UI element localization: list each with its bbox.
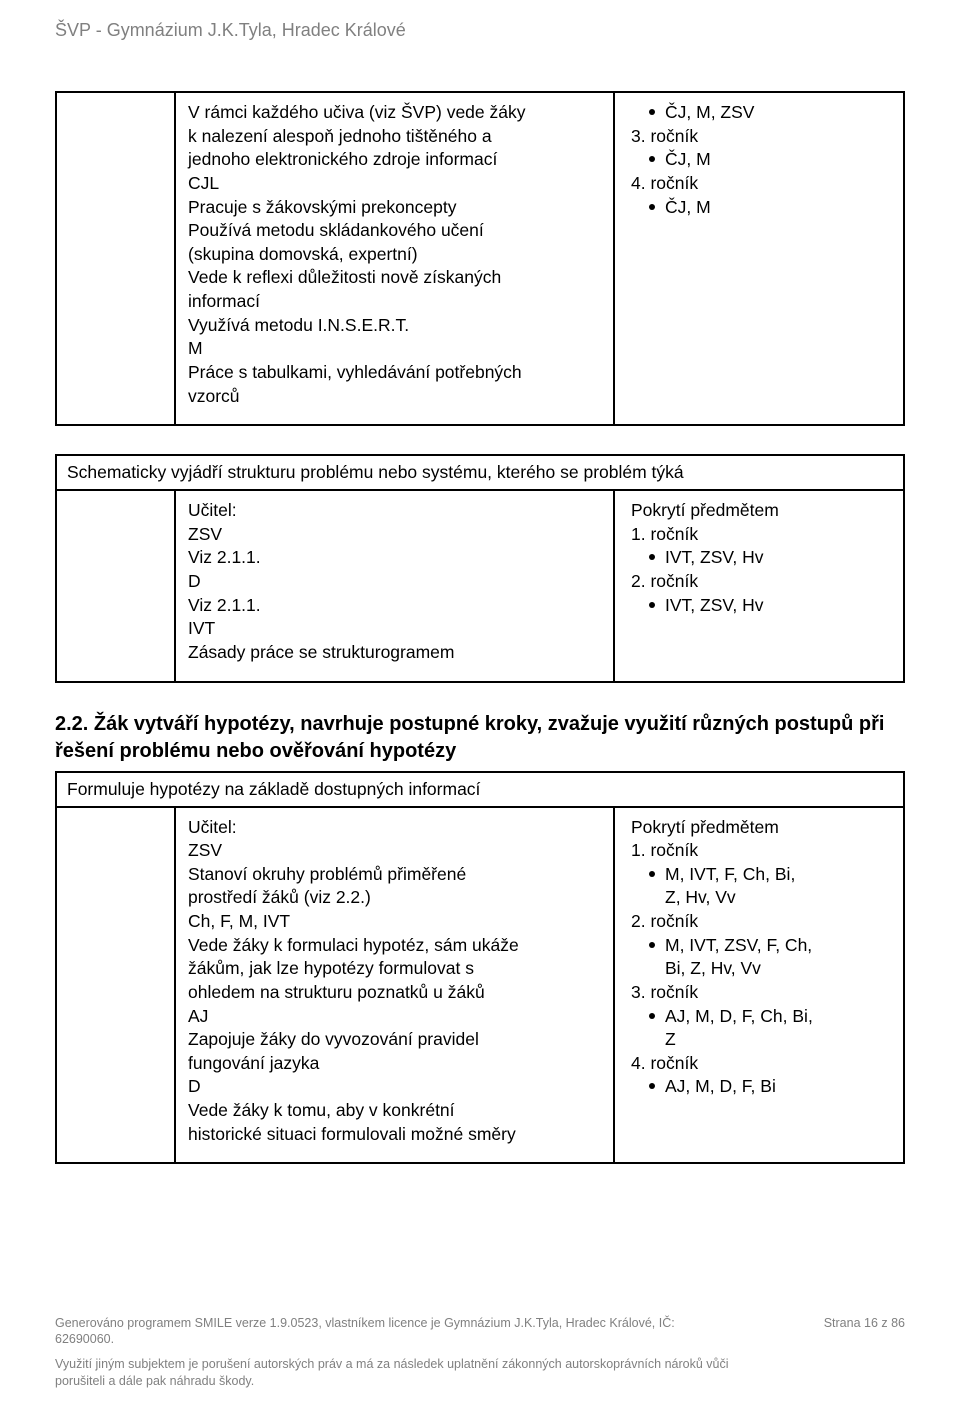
bullet-icon [649, 942, 655, 948]
text-line: (skupina domovská, expertní) [188, 243, 601, 267]
footer-right: Strana 16 z 86 [824, 1315, 905, 1332]
text-line: D [188, 1075, 601, 1099]
grade-label: 1. ročník [631, 839, 891, 863]
bullet-line: AJ, M, D, F, Ch, Bi,Z [631, 1005, 891, 1052]
footer-left-2: 62690060. [55, 1331, 905, 1348]
text-line: Pracuje s žákovskými prekoncepty [188, 196, 601, 220]
bullet-text: ČJ, M [665, 196, 711, 220]
footer-left-1: Generováno programem SMILE verze 1.9.052… [55, 1315, 675, 1332]
text-line: Zapojuje žáky do vyvozování pravidel [188, 1028, 601, 1052]
text-line: Používá metodu skládankového učení [188, 219, 601, 243]
text-line: IVT [188, 617, 601, 641]
text-line: k nalezení alespoň jednoho tištěného a [188, 125, 601, 149]
text-line: Ch, F, M, IVT [188, 910, 601, 934]
text-line: ZSV [188, 523, 601, 547]
grade-label: 2. ročník [631, 910, 891, 934]
bullet-icon [649, 554, 655, 560]
text-line: vzorců [188, 385, 601, 409]
bullet-icon [649, 109, 655, 115]
box3-col-mid: Učitel:ZSVStanoví okruhy problémů přiměř… [175, 808, 614, 1163]
box-2: Schematicky vyjádří strukturu problému n… [55, 454, 905, 682]
bullet-line: ČJ, M [631, 196, 891, 220]
coverage-heading: Pokrytí předmětem [631, 816, 891, 840]
text-line: Práce s tabulkami, vyhledávání potřebnýc… [188, 361, 601, 385]
grade-label: 1. ročník [631, 523, 891, 547]
bullet-line: IVT, ZSV, Hv [631, 546, 891, 570]
text-line: Vede k reflexi důležitosti nově získanýc… [188, 266, 601, 290]
section-heading: 2.2. Žák vytváří hypotézy, navrhuje post… [55, 711, 905, 765]
grade-label: 2. ročník [631, 570, 891, 594]
grade-label: 3. ročník [631, 981, 891, 1005]
text-line: Viz 2.1.1. [188, 594, 601, 618]
text-line: ZSV [188, 839, 601, 863]
bullet-line: IVT, ZSV, Hv [631, 594, 891, 618]
text-line: M [188, 337, 601, 361]
bullet-icon [649, 204, 655, 210]
footer-note-1: Využití jiným subjektem je porušení auto… [55, 1356, 905, 1373]
box1-col-right: ČJ, M, ZSV3. ročníkČJ, M4. ročníkČJ, M [614, 93, 903, 424]
box2-col-mid: Učitel:ZSVViz 2.1.1.DViz 2.1.1.IVTZásady… [175, 491, 614, 680]
box1-col-left [57, 93, 175, 424]
box3-caption: Formuluje hypotézy na základě dostupných… [57, 773, 903, 808]
bullet-text: IVT, ZSV, Hv [665, 594, 764, 618]
box2-col-left [57, 491, 175, 680]
box-1: V rámci každého učiva (viz ŠVP) vede žák… [55, 91, 905, 426]
bullet-line: ČJ, M [631, 148, 891, 172]
text-line: prostředí žáků (viz 2.2.) [188, 886, 601, 910]
coverage-heading: Pokrytí předmětem [631, 499, 891, 523]
bullet-text: M, IVT, ZSV, F, Ch,Bi, Z, Hv, Vv [665, 934, 812, 981]
text-line: žákům, jak lze hypotézy formulovat s [188, 957, 601, 981]
bullet-line: ČJ, M, ZSV [631, 101, 891, 125]
text-line: fungování jazyka [188, 1052, 601, 1076]
page-header: ŠVP - Gymnázium J.K.Tyla, Hradec Králové [55, 20, 905, 41]
text-line: D [188, 570, 601, 594]
text-line: informací [188, 290, 601, 314]
text-line: Učitel: [188, 499, 601, 523]
bullet-text: AJ, M, D, F, Bi [665, 1075, 776, 1099]
bullet-icon [649, 602, 655, 608]
bullet-line: M, IVT, F, Ch, Bi,Z, Hv, Vv [631, 863, 891, 910]
grade-label: 3. ročník [631, 125, 891, 149]
box-3: Formuluje hypotézy na základě dostupných… [55, 771, 905, 1165]
bullet-text: ČJ, M, ZSV [665, 101, 754, 125]
bullet-text: IVT, ZSV, Hv [665, 546, 764, 570]
text-line: AJ [188, 1005, 601, 1029]
text-line: Využívá metodu I.N.S.E.R.T. [188, 314, 601, 338]
bullet-icon [649, 1083, 655, 1089]
bullet-line: M, IVT, ZSV, F, Ch,Bi, Z, Hv, Vv [631, 934, 891, 981]
grade-label: 4. ročník [631, 172, 891, 196]
text-line: Zásady práce se strukturogramem [188, 641, 601, 665]
text-line: ohledem na strukturu poznatků u žáků [188, 981, 601, 1005]
text-line: Stanoví okruhy problémů přiměřené [188, 863, 601, 887]
box2-caption: Schematicky vyjádří strukturu problému n… [57, 456, 903, 491]
bullet-icon [649, 871, 655, 877]
bullet-icon [649, 1013, 655, 1019]
box1-col-mid: V rámci každého učiva (viz ŠVP) vede žák… [175, 93, 614, 424]
text-line: Vede žáky k tomu, aby v konkrétní [188, 1099, 601, 1123]
text-line: jednoho elektronického zdroje informací [188, 148, 601, 172]
bullet-text: M, IVT, F, Ch, Bi,Z, Hv, Vv [665, 863, 795, 910]
grade-label: 4. ročník [631, 1052, 891, 1076]
text-line: V rámci každého učiva (viz ŠVP) vede žák… [188, 101, 601, 125]
box3-col-left [57, 808, 175, 1163]
bullet-line: AJ, M, D, F, Bi [631, 1075, 891, 1099]
text-line: Viz 2.1.1. [188, 546, 601, 570]
page-footer: Generováno programem SMILE verze 1.9.052… [55, 1315, 905, 1391]
box2-col-right: Pokrytí předmětem1. ročníkIVT, ZSV, Hv2.… [614, 491, 903, 680]
text-line: CJL [188, 172, 601, 196]
bullet-text: AJ, M, D, F, Ch, Bi,Z [665, 1005, 813, 1052]
text-line: Učitel: [188, 816, 601, 840]
bullet-text: ČJ, M [665, 148, 711, 172]
text-line: historické situaci formulovali možné smě… [188, 1123, 601, 1147]
footer-note-2: porušiteli a dále pak náhradu škody. [55, 1373, 905, 1390]
box3-col-right: Pokrytí předmětem1. ročníkM, IVT, F, Ch,… [614, 808, 903, 1163]
text-line: Vede žáky k formulaci hypotéz, sám ukáže [188, 934, 601, 958]
bullet-icon [649, 156, 655, 162]
